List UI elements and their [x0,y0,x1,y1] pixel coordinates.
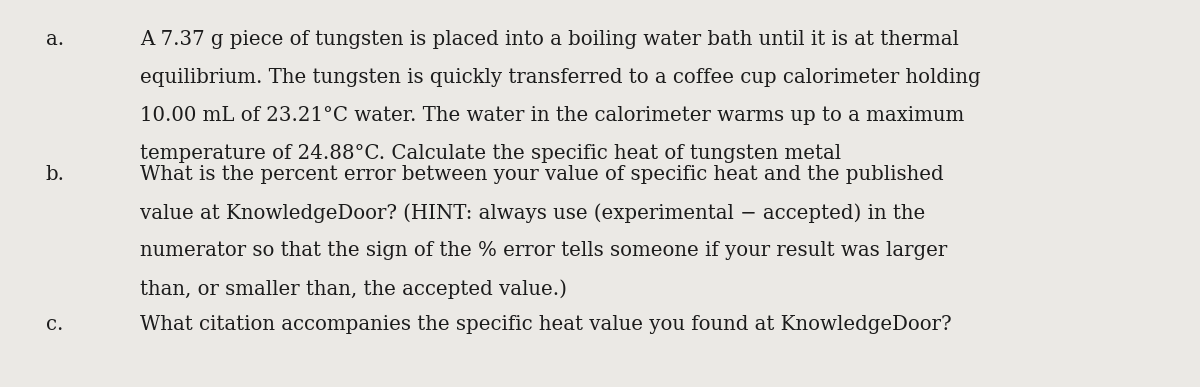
Text: equilibrium. The tungsten is quickly transferred to a coffee cup calorimeter hol: equilibrium. The tungsten is quickly tra… [140,68,982,87]
Text: numerator so that the sign of the % error tells someone if your result was large: numerator so that the sign of the % erro… [140,241,948,260]
Text: A 7.37 g piece of tungsten is placed into a boiling water bath until it is at th: A 7.37 g piece of tungsten is placed int… [140,30,959,49]
Text: 10.00 mL of 23.21°C water. The water in the calorimeter warms up to a maximum: 10.00 mL of 23.21°C water. The water in … [140,106,965,125]
Text: What citation accompanies the specific heat value you found at KnowledgeDoor?: What citation accompanies the specific h… [140,315,952,334]
Text: value at KnowledgeDoor? (HINT: always use (experimental − accepted) in the: value at KnowledgeDoor? (HINT: always us… [140,203,925,223]
Text: b.: b. [46,165,65,184]
Text: than, or smaller than, the accepted value.): than, or smaller than, the accepted valu… [140,279,568,299]
Text: What is the percent error between your value of specific heat and the published: What is the percent error between your v… [140,165,944,184]
Text: a.: a. [46,30,64,49]
Text: temperature of 24.88°C. Calculate the specific heat of tungsten metal: temperature of 24.88°C. Calculate the sp… [140,144,841,163]
Text: c.: c. [46,315,62,334]
